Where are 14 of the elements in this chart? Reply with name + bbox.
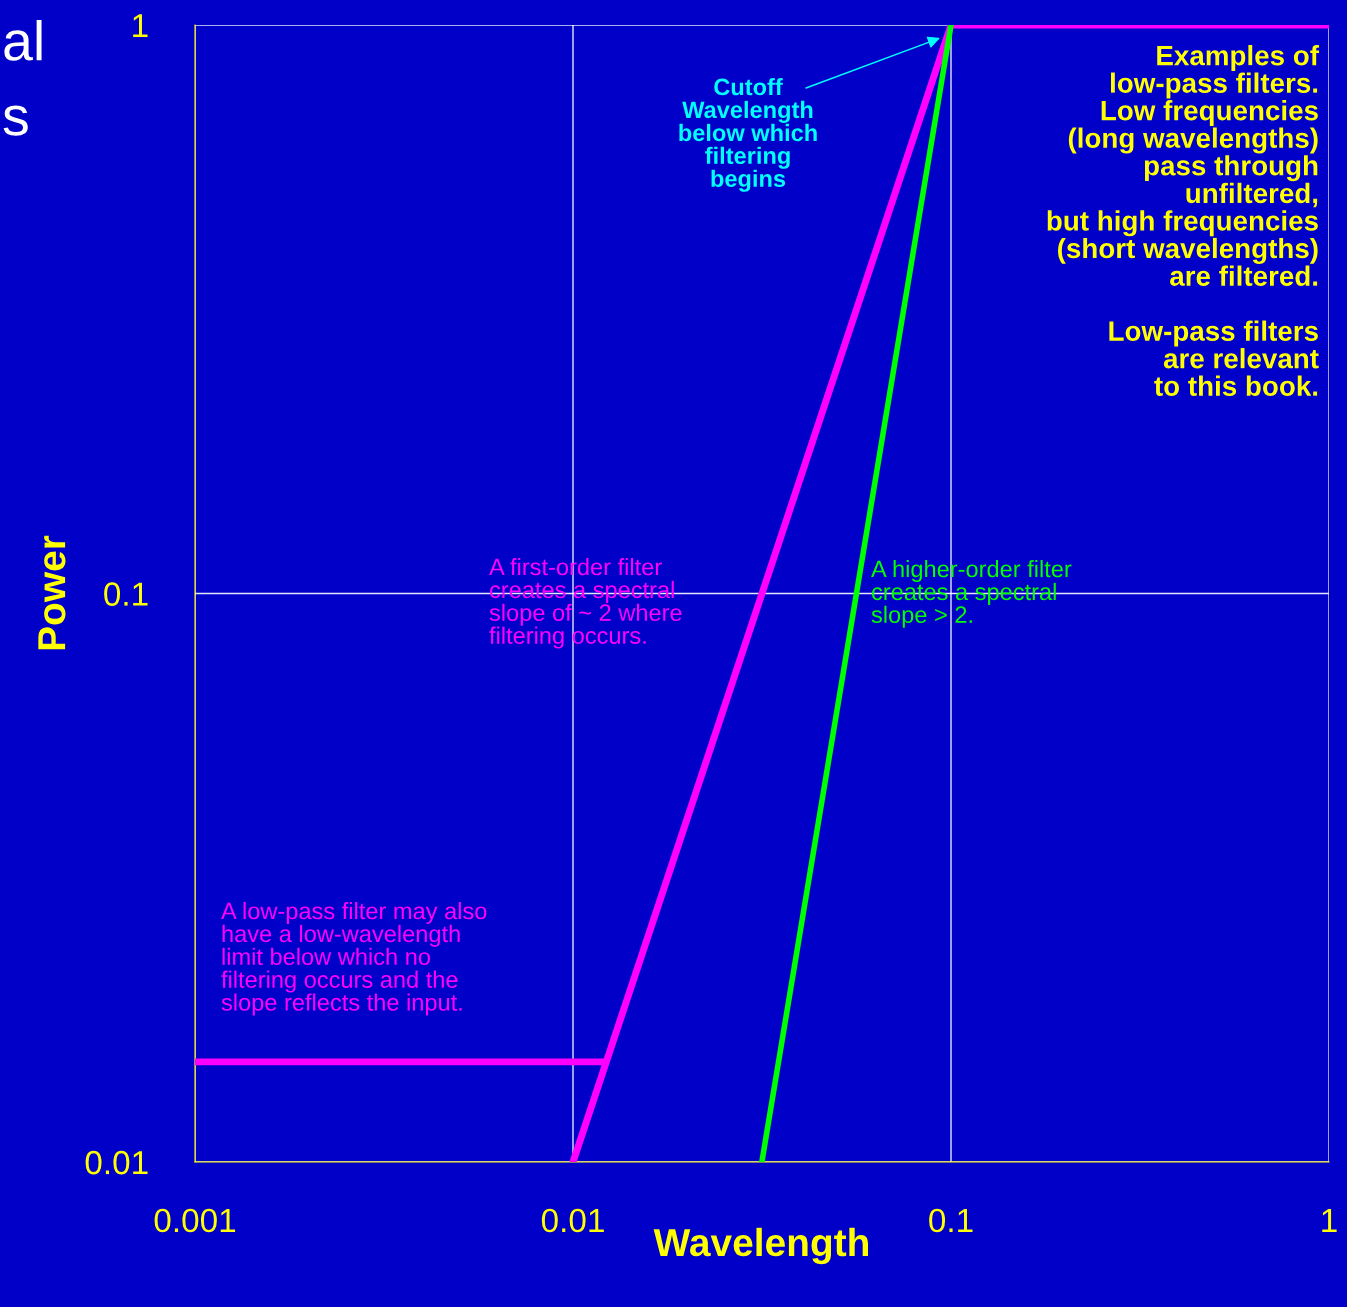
text: Examples of low-pass filters. Low frequencies (long wavelengths) pass through unfiltered, but high frequencies (short wavelengths) are filtered. Low-pass filters are relevant to this book.: [1047, 45, 1320, 396]
text: s: [3, 105, 28, 136]
annotation: Cutoff Wavelength below which filtering begins: [679, 78, 817, 192]
text: al: [4, 20, 42, 61]
y-tick-label: 0.1: [104, 582, 148, 606]
x-tick-label: 0.01: [541, 1208, 604, 1233]
x-tick-label: 0.001: [154, 1208, 236, 1233]
x-tick-label: 1: [1322, 1209, 1337, 1232]
annotation: A low-pass filter may also have a low-wavelength limit below which no filtering occurs and the slope reflects the input.: [221, 902, 487, 1016]
x-axis-title: Wavelength: [653, 1227, 868, 1265]
y-tick-label: 0.01: [85, 1150, 148, 1175]
y-axis-title: Power: [38, 535, 66, 650]
x-tick-label: 0.1: [929, 1208, 973, 1233]
y-tick-label: 1: [133, 14, 148, 38]
